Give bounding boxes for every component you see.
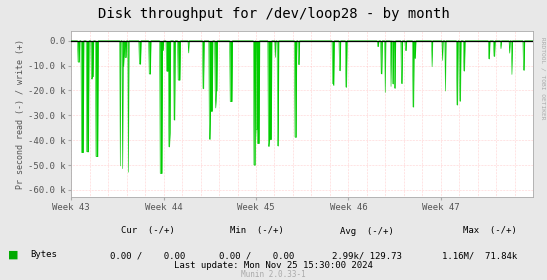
Text: Last update: Mon Nov 25 15:30:00 2024: Last update: Mon Nov 25 15:30:00 2024 <box>174 261 373 270</box>
Text: 0.00 /    0.00: 0.00 / 0.00 <box>219 252 295 261</box>
Text: RRDTOOL / TOBI OETIKER: RRDTOOL / TOBI OETIKER <box>541 37 546 120</box>
Text: 2.99k/ 129.73: 2.99k/ 129.73 <box>331 252 401 261</box>
Y-axis label: Pr second read (-) / write (+): Pr second read (-) / write (+) <box>16 39 25 189</box>
Text: Avg  (-/+): Avg (-/+) <box>340 227 393 235</box>
Text: Max  (-/+): Max (-/+) <box>463 227 517 235</box>
Text: 1.16M/  71.84k: 1.16M/ 71.84k <box>441 252 517 261</box>
Text: Disk throughput for /dev/loop28 - by month: Disk throughput for /dev/loop28 - by mon… <box>97 7 450 21</box>
Text: Bytes: Bytes <box>30 250 57 259</box>
Text: Cur  (-/+): Cur (-/+) <box>121 227 174 235</box>
Text: 0.00 /    0.00: 0.00 / 0.00 <box>110 252 185 261</box>
Text: ■: ■ <box>8 250 19 260</box>
Text: Munin 2.0.33-1: Munin 2.0.33-1 <box>241 270 306 279</box>
Text: Min  (-/+): Min (-/+) <box>230 227 284 235</box>
